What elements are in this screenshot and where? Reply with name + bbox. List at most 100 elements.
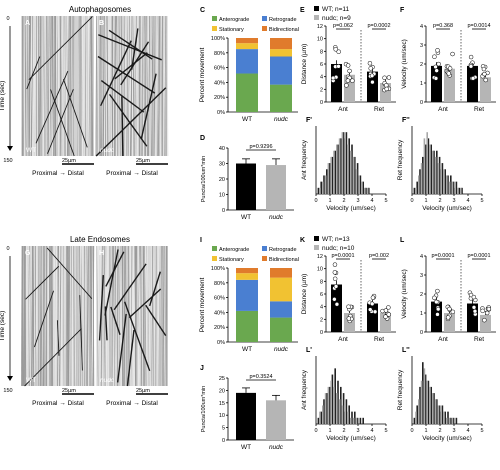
data-point bbox=[384, 86, 389, 92]
kymograph-streak bbox=[123, 245, 126, 387]
y-axis-label: Ret frequency bbox=[397, 369, 404, 410]
histogram-bar bbox=[331, 374, 334, 424]
panel-letter: G bbox=[25, 250, 31, 257]
data-point bbox=[345, 63, 351, 68]
histogram-bar bbox=[362, 417, 364, 424]
kymograph-streak bbox=[32, 15, 35, 157]
histogram-bar bbox=[429, 144, 431, 194]
y-tick-label: 0 bbox=[320, 330, 323, 336]
data-point bbox=[481, 66, 487, 72]
x-axis-label: Velocity (um/sec) bbox=[326, 205, 376, 212]
kymograph-streak bbox=[165, 245, 167, 387]
data-point bbox=[433, 76, 439, 81]
legend-swatch bbox=[212, 26, 217, 31]
x-tick-label: 4 bbox=[370, 428, 373, 434]
bar bbox=[444, 68, 455, 102]
kymograph-streak bbox=[140, 245, 143, 387]
histogram-bar bbox=[350, 150, 352, 194]
histogram-bar bbox=[450, 175, 452, 194]
kymograph-streak bbox=[103, 15, 105, 157]
kymograph-streak bbox=[71, 15, 73, 157]
stacked-bar-segment bbox=[236, 279, 258, 311]
scale-label: 25µm bbox=[62, 388, 76, 394]
kymograph-streak bbox=[148, 245, 151, 387]
data-point bbox=[447, 66, 453, 71]
y-axis-label: Percent movement bbox=[199, 278, 206, 333]
y-tick-label: 60% bbox=[214, 66, 225, 72]
panel-letter: J bbox=[200, 365, 204, 372]
histogram-bar bbox=[322, 405, 324, 424]
legend-swatch bbox=[314, 15, 319, 20]
histogram-bar bbox=[424, 144, 427, 194]
kymograph-track bbox=[95, 87, 167, 157]
kymograph-streak bbox=[155, 15, 158, 157]
histogram-bar bbox=[430, 144, 432, 194]
x-tick-label: 0 bbox=[314, 428, 317, 434]
stacked-bar-segment bbox=[236, 310, 258, 342]
x-tick-label: WT bbox=[241, 444, 251, 451]
kymograph-streak bbox=[101, 15, 104, 157]
histogram-bar bbox=[461, 187, 463, 194]
x-tick-label: 3 bbox=[452, 428, 455, 434]
histogram-bar bbox=[338, 399, 341, 424]
kymograph-streak bbox=[87, 245, 90, 387]
bar bbox=[331, 64, 342, 102]
legend-label: nudc; n=9 bbox=[322, 15, 351, 22]
histogram-bar bbox=[344, 138, 346, 194]
legend-label: Bidirectional bbox=[269, 27, 299, 33]
y-tick-label: 12 bbox=[317, 24, 323, 30]
histogram-bar bbox=[347, 144, 349, 194]
data-point bbox=[480, 308, 485, 314]
histogram-bar bbox=[455, 181, 458, 194]
data-point bbox=[435, 306, 441, 312]
histogram-bar bbox=[334, 368, 336, 424]
kymograph-streak bbox=[127, 245, 130, 387]
section-title: Autophagosomes bbox=[69, 5, 131, 14]
histogram-bar bbox=[340, 386, 342, 424]
kymograph-track bbox=[104, 249, 119, 316]
kymograph-streak bbox=[147, 245, 149, 387]
kymograph-track bbox=[33, 290, 54, 348]
kymograph-streak bbox=[130, 15, 133, 157]
kymograph-streak bbox=[59, 15, 61, 157]
y-axis-label: Distance (µm) bbox=[301, 44, 308, 85]
kymograph-streak bbox=[104, 15, 106, 157]
kymograph-streak bbox=[76, 245, 78, 387]
y-tick-label: 40 bbox=[219, 146, 225, 152]
y-tick-label: 25 bbox=[219, 376, 225, 382]
kymograph-track bbox=[110, 306, 121, 335]
y-tick-label: 40% bbox=[214, 310, 225, 316]
kymograph-streak bbox=[164, 15, 167, 157]
time-axis-label: Time (sec) bbox=[0, 81, 6, 111]
x-tick-label: 5 bbox=[480, 428, 483, 434]
histogram-bar bbox=[345, 399, 348, 424]
histogram-bar bbox=[356, 163, 359, 194]
x-tick-label: WT bbox=[242, 346, 252, 353]
kymograph-streak bbox=[49, 15, 51, 157]
legend-swatch bbox=[212, 256, 217, 261]
histogram-bar bbox=[327, 386, 330, 424]
kymograph-streak bbox=[89, 245, 92, 387]
x-tick-label: 3 bbox=[452, 198, 455, 204]
kymograph-streak bbox=[151, 15, 154, 157]
data-point bbox=[369, 301, 375, 307]
histogram-bar bbox=[457, 187, 459, 194]
y-tick-label: 2 bbox=[320, 87, 323, 93]
time-start: 0 bbox=[6, 16, 9, 22]
kymograph-streak bbox=[60, 245, 63, 387]
y-tick-label: 20 bbox=[219, 388, 225, 394]
kymograph-track bbox=[131, 28, 139, 70]
kymograph-streak bbox=[82, 245, 84, 387]
x-tick-label: Ret bbox=[474, 106, 484, 113]
data-point bbox=[346, 304, 351, 309]
data-point bbox=[482, 71, 487, 77]
histogram-bar bbox=[354, 156, 356, 194]
y-tick-label: 20 bbox=[219, 177, 225, 183]
y-tick-label: 1 bbox=[420, 311, 423, 317]
kymograph-streak bbox=[105, 245, 109, 387]
histogram-bar bbox=[352, 156, 355, 194]
data-point bbox=[370, 79, 375, 85]
section-title: Late Endosomes bbox=[70, 235, 130, 244]
kymograph-streak bbox=[148, 15, 151, 157]
kymograph-streak bbox=[144, 245, 147, 387]
